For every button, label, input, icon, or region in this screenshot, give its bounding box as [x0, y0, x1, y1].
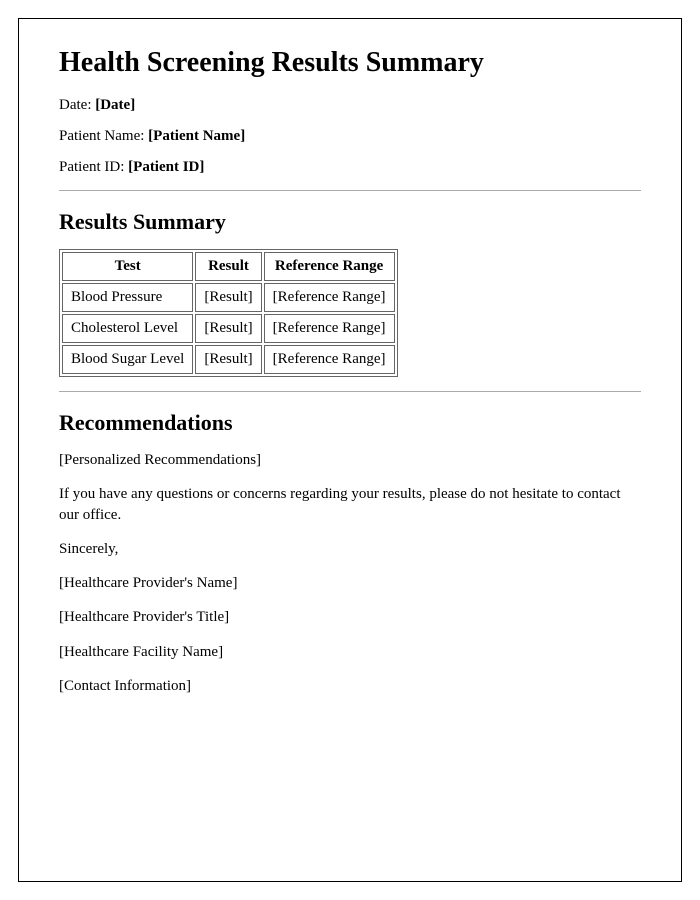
page-title: Health Screening Results Summary	[59, 47, 641, 79]
meta-patient-id: Patient ID: [Patient ID]	[59, 159, 641, 176]
date-value: [Date]	[95, 97, 135, 113]
patient-name-value: [Patient Name]	[148, 128, 245, 144]
contact-info: [Contact Information]	[59, 676, 641, 696]
patient-id-label: Patient ID:	[59, 159, 128, 175]
recommendations-heading: Recommendations	[59, 410, 641, 436]
col-reference: Reference Range	[264, 252, 395, 281]
personalized-recommendations: [Personalized Recommendations]	[59, 450, 641, 470]
closing-note: If you have any questions or concerns re…	[59, 484, 641, 525]
results-table: Test Result Reference Range Blood Pressu…	[59, 249, 398, 377]
divider	[59, 391, 641, 392]
meta-patient-name: Patient Name: [Patient Name]	[59, 128, 641, 145]
cell-test: Blood Sugar Level	[62, 345, 193, 374]
cell-result: [Result]	[195, 314, 261, 343]
patient-id-value: [Patient ID]	[128, 159, 204, 175]
cell-reference: [Reference Range]	[264, 283, 395, 312]
cell-result: [Result]	[195, 345, 261, 374]
cell-reference: [Reference Range]	[264, 345, 395, 374]
signoff: Sincerely,	[59, 539, 641, 559]
table-row: Cholesterol Level [Result] [Reference Ra…	[62, 314, 395, 343]
provider-name: [Healthcare Provider's Name]	[59, 573, 641, 593]
cell-test: Cholesterol Level	[62, 314, 193, 343]
cell-test: Blood Pressure	[62, 283, 193, 312]
cell-reference: [Reference Range]	[264, 314, 395, 343]
col-test: Test	[62, 252, 193, 281]
cell-result: [Result]	[195, 283, 261, 312]
table-header-row: Test Result Reference Range	[62, 252, 395, 281]
table-row: Blood Pressure [Result] [Reference Range…	[62, 283, 395, 312]
divider	[59, 190, 641, 191]
provider-title: [Healthcare Provider's Title]	[59, 607, 641, 627]
facility-name: [Healthcare Facility Name]	[59, 642, 641, 662]
col-result: Result	[195, 252, 261, 281]
results-heading: Results Summary	[59, 209, 641, 235]
document-page: Health Screening Results Summary Date: […	[18, 18, 682, 882]
date-label: Date:	[59, 97, 95, 113]
meta-date: Date: [Date]	[59, 97, 641, 114]
patient-name-label: Patient Name:	[59, 128, 148, 144]
table-row: Blood Sugar Level [Result] [Reference Ra…	[62, 345, 395, 374]
